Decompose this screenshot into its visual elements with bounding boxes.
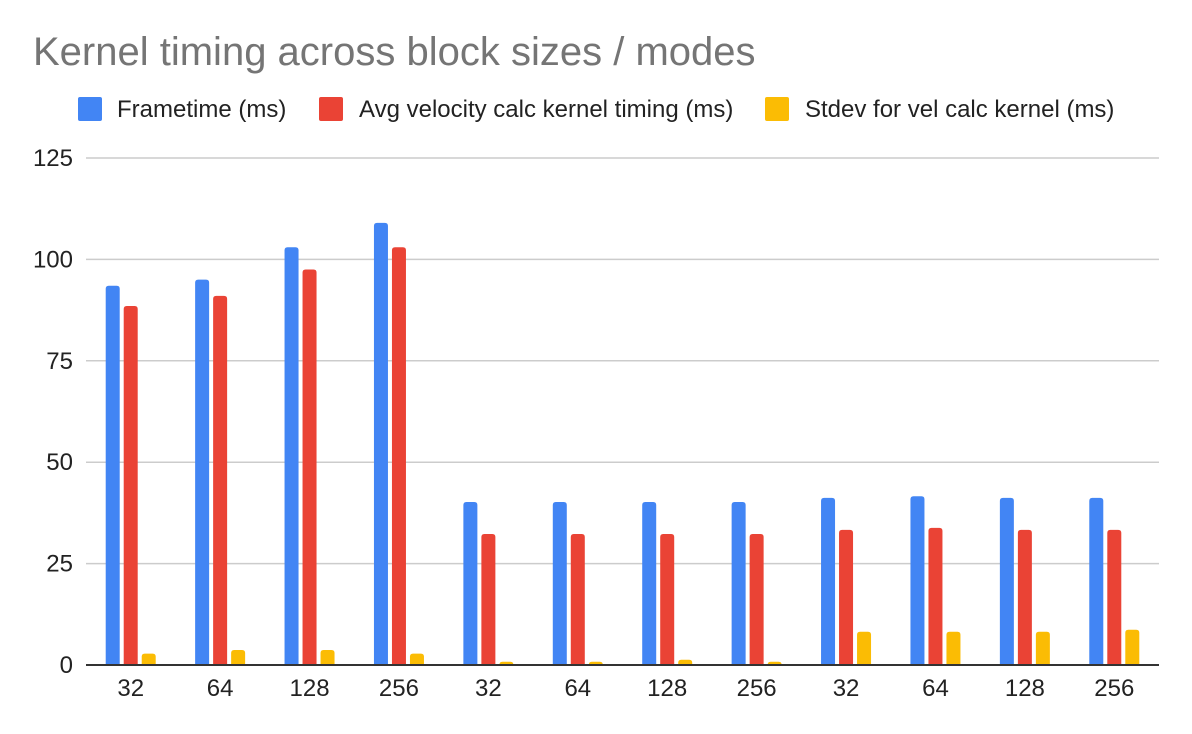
bar-frametime	[463, 501, 478, 665]
bar-stdev	[857, 631, 872, 665]
bar-avg-velocity	[391, 247, 406, 665]
legend: Frametime (ms) Avg velocity calc kernel …	[78, 96, 1114, 123]
bar-frametime	[1089, 497, 1104, 665]
x-tick-label: 32	[117, 675, 144, 702]
bar-stdev	[231, 649, 246, 665]
legend-label-avg-velocity: Avg velocity calc kernel timing (ms)	[359, 96, 733, 123]
x-axis-tick-labels: 32 64 128 256 32 64 128 256 32 64 128 256	[117, 675, 1134, 702]
x-tick-label: 64	[207, 675, 234, 702]
bar-avg-velocity	[928, 527, 943, 665]
bar-avg-velocity	[123, 306, 138, 665]
y-tick-label: 75	[46, 348, 73, 375]
bar-stdev	[678, 659, 693, 665]
bar-avg-velocity	[839, 529, 854, 665]
bar-frametime	[731, 501, 746, 665]
bar-frametime	[373, 222, 388, 665]
bar-avg-velocity	[481, 533, 496, 665]
bar-stdev	[1035, 631, 1050, 665]
legend-swatch-frametime	[78, 97, 102, 121]
bar-avg-velocity	[213, 295, 228, 665]
y-tick-label: 25	[46, 551, 73, 578]
bar-stdev	[1125, 629, 1140, 665]
bar-stdev	[409, 653, 424, 665]
bar-avg-velocity	[570, 533, 585, 665]
bar-frametime	[552, 501, 567, 665]
x-tick-label: 128	[647, 675, 687, 702]
bar-frametime	[642, 501, 657, 665]
bar-frametime	[910, 496, 925, 665]
y-tick-label: 100	[33, 246, 73, 273]
x-tick-label: 256	[1094, 675, 1134, 702]
y-tick-label: 0	[60, 652, 73, 679]
x-tick-label: 64	[564, 675, 591, 702]
legend-label-frametime: Frametime (ms)	[117, 96, 286, 123]
bar-avg-velocity	[1107, 529, 1122, 665]
bar-frametime	[195, 279, 210, 665]
x-tick-label: 128	[290, 675, 330, 702]
x-tick-label: 128	[1005, 675, 1045, 702]
bar-avg-velocity	[302, 269, 317, 665]
legend-swatch-stdev	[765, 97, 789, 121]
bar-frametime	[284, 247, 299, 665]
y-tick-label: 125	[33, 145, 73, 172]
gridlines	[86, 157, 1159, 565]
bar-stdev	[320, 649, 335, 665]
bar-avg-velocity	[660, 533, 675, 665]
bar-avg-velocity	[749, 533, 764, 665]
bar-avg-velocity	[1017, 529, 1032, 665]
legend-label-stdev: Stdev for vel calc kernel (ms)	[805, 96, 1114, 123]
bar-stdev	[141, 653, 156, 665]
bar-frametime	[999, 497, 1014, 665]
bar-series	[105, 222, 1140, 665]
y-axis-tick-labels: 0 25 50 75 100 125	[33, 145, 73, 679]
x-tick-label: 256	[379, 675, 419, 702]
chart-title: Kernel timing across block sizes / modes	[33, 30, 756, 74]
x-tick-label: 32	[475, 675, 502, 702]
y-tick-label: 50	[46, 449, 73, 476]
x-tick-label: 64	[922, 675, 949, 702]
bar-frametime	[821, 497, 836, 665]
x-tick-label: 256	[737, 675, 777, 702]
bar-frametime	[105, 285, 120, 665]
legend-swatch-avg-velocity	[319, 97, 343, 121]
x-tick-label: 32	[833, 675, 860, 702]
bar-stdev	[946, 631, 961, 665]
